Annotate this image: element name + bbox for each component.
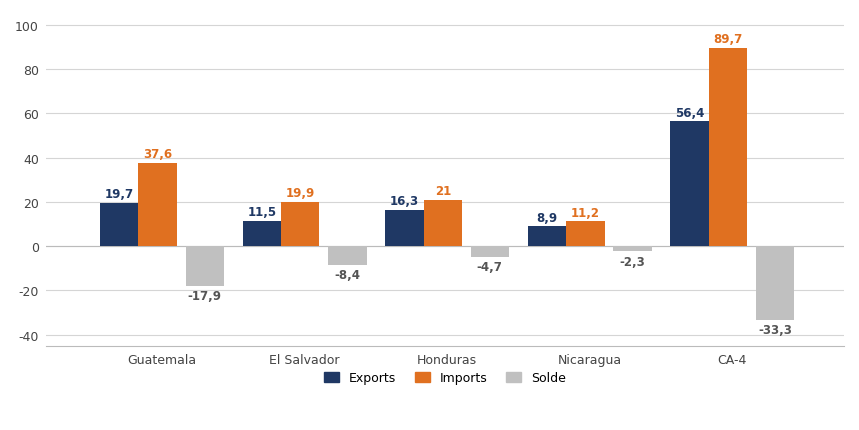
- Bar: [100, 203, 138, 246]
- Text: -17,9: -17,9: [188, 289, 222, 302]
- Text: -2,3: -2,3: [619, 255, 645, 268]
- Text: 89,7: 89,7: [713, 33, 742, 46]
- Text: 37,6: 37,6: [143, 148, 173, 161]
- Bar: [423, 200, 462, 246]
- Bar: [613, 246, 652, 252]
- Text: -8,4: -8,4: [334, 268, 360, 281]
- Text: 56,4: 56,4: [674, 107, 704, 120]
- Text: 16,3: 16,3: [390, 195, 419, 208]
- Legend: Exports, Imports, Solde: Exports, Imports, Solde: [319, 366, 571, 389]
- Bar: [242, 221, 281, 246]
- Bar: [281, 203, 320, 246]
- Text: 21: 21: [435, 184, 451, 198]
- Bar: [385, 211, 423, 246]
- Text: 19,7: 19,7: [105, 187, 134, 200]
- Bar: [328, 246, 367, 265]
- Text: 11,2: 11,2: [570, 206, 600, 219]
- Text: 8,9: 8,9: [536, 211, 557, 224]
- Text: -33,3: -33,3: [758, 323, 792, 336]
- Bar: [756, 246, 794, 320]
- Text: 11,5: 11,5: [247, 206, 277, 218]
- Text: 19,9: 19,9: [285, 187, 315, 200]
- Bar: [566, 222, 605, 246]
- Bar: [471, 246, 509, 257]
- Text: -4,7: -4,7: [477, 260, 503, 273]
- Bar: [527, 227, 566, 246]
- Bar: [709, 49, 747, 246]
- Bar: [670, 122, 709, 246]
- Bar: [138, 164, 177, 246]
- Bar: [186, 246, 224, 286]
